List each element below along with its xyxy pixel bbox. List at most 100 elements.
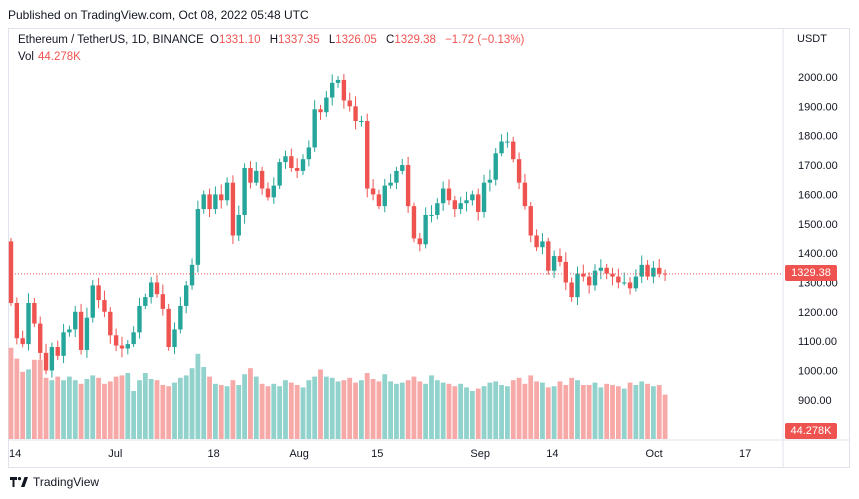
x-tick-label: 14: [9, 448, 21, 460]
candle-body: [622, 282, 627, 284]
candle-body: [49, 347, 55, 371]
volume-bar: [253, 376, 259, 439]
volume-bar: [172, 382, 177, 439]
currency-label[interactable]: USDT: [797, 33, 827, 45]
low-value: 1326.05: [335, 34, 377, 46]
candle-body: [318, 109, 323, 113]
volume-bar: [142, 373, 148, 439]
candle-body: [108, 311, 113, 336]
volume-bar: [569, 377, 575, 439]
volume-legend: Vol 44.278K: [18, 51, 81, 63]
open-value: 1331.10: [218, 34, 261, 46]
volume-bar: [551, 386, 557, 439]
volume-bar: [347, 377, 353, 439]
volume-bar: [195, 353, 201, 439]
y-tick-label: 1400.00: [798, 248, 838, 260]
candle-body: [657, 267, 662, 274]
candle-body: [43, 352, 49, 371]
volume-bar: [475, 388, 481, 439]
volume-bar: [107, 381, 113, 439]
volume-bar: [405, 380, 411, 439]
x-tick-label: Jul: [108, 448, 122, 460]
volume-bar: [318, 369, 323, 439]
volume-bar: [72, 380, 78, 439]
candle-body: [610, 273, 615, 277]
tradingview-logo[interactable]: TradingView: [10, 475, 99, 489]
volume-bar: [528, 375, 534, 439]
candle-body: [440, 188, 446, 204]
y-tick-label: 1700.00: [798, 160, 838, 172]
volume-bar: [388, 381, 393, 439]
close-label: C: [386, 34, 395, 46]
candle-body: [32, 302, 37, 324]
candle-body: [160, 294, 166, 309]
candle-body: [563, 261, 568, 283]
volume-bar: [493, 381, 499, 439]
candle-body: [557, 256, 563, 262]
candle-body: [639, 264, 644, 277]
candle-body: [627, 282, 633, 289]
volume-bar: [458, 383, 464, 439]
candle-body: [154, 282, 160, 295]
volume-bar: [615, 386, 621, 439]
price-chart[interactable]: 900.001000.001100.001200.001300.001400.0…: [0, 0, 859, 470]
volume-bar: [651, 386, 656, 439]
x-tick-label: Sep: [470, 448, 490, 460]
candle-body: [423, 214, 428, 245]
candle-body: [382, 185, 387, 207]
candle-body: [306, 147, 312, 160]
volume-bar: [545, 387, 551, 439]
candle-body: [616, 276, 621, 283]
candle-body: [493, 153, 498, 180]
volume-bar: [154, 380, 160, 439]
volume-bar: [230, 380, 236, 439]
candle-body: [662, 273, 668, 275]
candle-body: [353, 106, 358, 122]
volume-bar: [464, 387, 469, 439]
volume-bar: [434, 380, 440, 439]
candle-body: [347, 100, 352, 107]
candle-body: [645, 264, 650, 277]
volume-bar: [26, 369, 31, 439]
candle-body: [458, 203, 463, 210]
y-tick-label: 1800.00: [798, 131, 838, 143]
volume-bar: [213, 383, 218, 439]
candle-body: [90, 285, 95, 318]
candle-body: [528, 206, 533, 236]
volume-bar: [557, 381, 563, 439]
candle-body: [534, 235, 539, 248]
volume-bar: [510, 380, 516, 439]
volume-bar: [563, 385, 569, 439]
volume-bar: [277, 386, 283, 439]
volume-bar: [177, 377, 183, 439]
candle-body: [178, 305, 183, 330]
volume-bar: [440, 382, 446, 439]
candle-body: [435, 203, 440, 215]
volume-bar: [540, 382, 545, 439]
candle-body: [277, 162, 282, 186]
volume-bar: [394, 383, 399, 439]
close-value: 1329.38: [394, 34, 436, 46]
candle-body: [131, 332, 136, 345]
candle-body: [365, 121, 370, 189]
candle-body: [470, 194, 475, 201]
volume-bar: [119, 375, 125, 439]
volume-bar: [446, 383, 452, 439]
candle-body: [236, 214, 241, 236]
candle-body: [388, 182, 393, 186]
volume-bar: [604, 383, 610, 439]
volume-bar: [271, 383, 277, 439]
volume-bar: [224, 386, 230, 439]
x-tick-label: 17: [739, 448, 751, 460]
tradingview-logo-icon: [10, 477, 28, 487]
volume-bar: [189, 368, 195, 439]
y-tick-label: 900.00: [798, 395, 832, 407]
candle-body: [505, 141, 510, 143]
volume-label[interactable]: Vol: [18, 51, 34, 63]
candle-body: [481, 182, 487, 213]
candle-body: [341, 79, 347, 101]
volume-bar: [645, 383, 650, 439]
symbol-label[interactable]: Ethereum / TetherUS, 1D, BINANCE: [18, 34, 204, 46]
candle-body: [312, 109, 317, 148]
candle-body: [143, 297, 148, 306]
